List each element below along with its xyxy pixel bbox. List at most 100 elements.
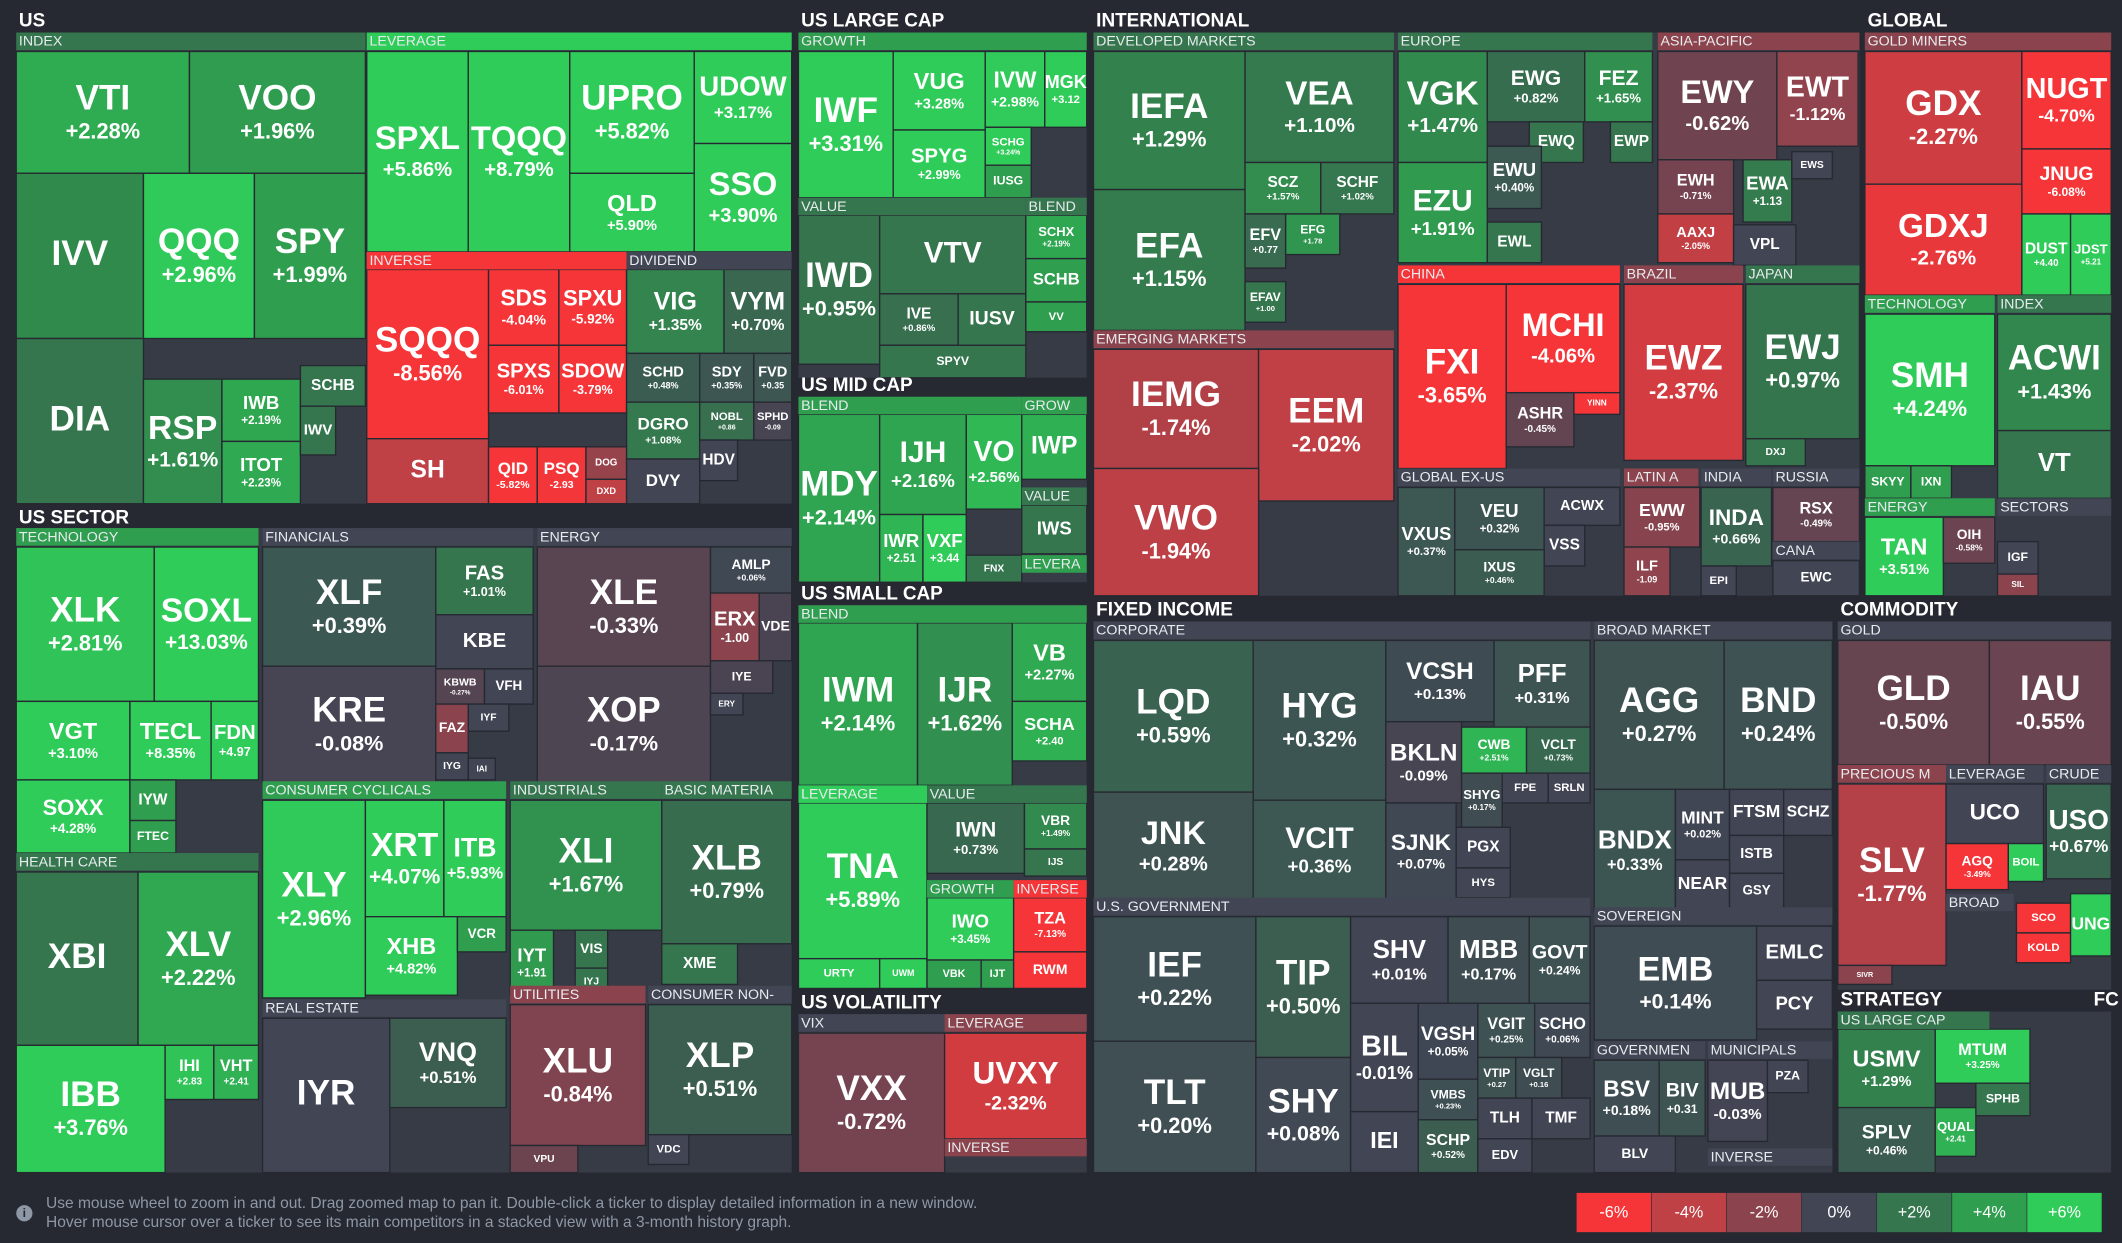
ticker-label: XLU xyxy=(543,1041,613,1080)
ticker-label: SPHB xyxy=(1986,1092,2020,1106)
ticker-label: EWA xyxy=(1746,172,1789,193)
ticker-tile xyxy=(435,546,534,616)
ticker-tile xyxy=(1988,639,2112,766)
ticker-tile xyxy=(1700,486,1773,567)
change-label: +0.01% xyxy=(1372,965,1427,983)
subsection-band xyxy=(1997,498,2112,516)
change-label: +3.17% xyxy=(714,103,772,122)
ticker-label: IXN xyxy=(1921,474,1942,488)
change-label: +4.40 xyxy=(2034,258,2059,269)
ticker-tile xyxy=(558,268,628,346)
ticker-label: EWQ xyxy=(1538,133,1575,150)
ticker-tile xyxy=(1864,313,1996,467)
change-label: +0.24% xyxy=(1539,964,1581,978)
ticker-tile xyxy=(1728,872,1785,910)
change-label: +1.10% xyxy=(1284,114,1355,137)
change-label: -0.50% xyxy=(1879,709,1948,734)
subsection-title: INDEX xyxy=(2000,296,2044,312)
subsection-band xyxy=(626,251,792,270)
ticker-tile xyxy=(878,344,1027,379)
ticker-tile xyxy=(509,1144,579,1174)
change-label: +2.99% xyxy=(918,168,961,182)
subsection-band xyxy=(16,32,366,51)
ticker-label: IYT xyxy=(517,944,547,965)
ticker-label: VWO xyxy=(1134,498,1218,537)
ticker-label: VGSH xyxy=(1421,1024,1475,1045)
ticker-label: FVD xyxy=(758,365,787,381)
ticker-label: KRE xyxy=(312,691,386,730)
ticker-tile xyxy=(467,703,510,732)
subsection-band xyxy=(1021,487,1087,506)
ticker-tile xyxy=(1525,726,1591,774)
change-label: +2.56% xyxy=(969,470,1020,486)
ticker-label: EPI xyxy=(1710,575,1728,587)
ticker-label: XLK xyxy=(50,590,121,629)
ticker-label: DGRO xyxy=(638,414,689,433)
change-label: +4.07% xyxy=(369,866,440,889)
ticker-label: VDC xyxy=(657,1144,681,1156)
ticker-tile xyxy=(1584,50,1654,123)
ticker-tile xyxy=(965,554,1023,583)
change-label: -0.08% xyxy=(315,730,384,755)
change-label: +0.17% xyxy=(1468,803,1496,812)
subsection-band xyxy=(944,1138,1087,1157)
ticker-label: XBI xyxy=(48,937,107,976)
ticker-tile xyxy=(1385,639,1495,723)
ticker-tile xyxy=(1910,465,1953,499)
change-label: +0.31% xyxy=(1515,689,1570,707)
change-label: +0.31 xyxy=(1667,1102,1698,1116)
ticker-label: INDA xyxy=(1709,505,1764,530)
ticker-label: VIS xyxy=(580,940,602,956)
legend-swatch xyxy=(1952,1192,2027,1233)
subsection-title: SOVEREIGN xyxy=(1597,908,1681,924)
ticker-label: SPLV xyxy=(1862,1122,1911,1144)
ticker-label: ITB xyxy=(454,832,497,862)
change-label: -0.62% xyxy=(1685,113,1749,135)
ticker-tile xyxy=(1837,964,1893,986)
ticker-label: TZA xyxy=(1034,910,1066,928)
ticker-tile xyxy=(1025,301,1088,333)
ticker-tile xyxy=(129,700,212,781)
change-label: +2.23% xyxy=(241,476,281,489)
ticker-label: RWM xyxy=(1033,961,1068,977)
ticker-label: SHV xyxy=(1373,934,1427,964)
ticker-tile xyxy=(1791,150,1834,180)
ticker-label: FAS xyxy=(465,562,504,584)
ticker-label: VIG xyxy=(654,287,697,315)
ticker-tile xyxy=(15,50,191,174)
change-label: +2.41 xyxy=(224,1076,250,1087)
change-label: +1.29% xyxy=(1862,1074,1912,1090)
ticker-label: AGG xyxy=(1619,681,1699,720)
change-label: +4.97 xyxy=(219,745,251,759)
ticker-tile xyxy=(709,692,744,716)
ticker-tile xyxy=(1349,916,1449,1005)
change-label: -0.45% xyxy=(1524,424,1556,435)
ticker-label: BKLN xyxy=(1390,739,1458,766)
ticker-label: NEAR xyxy=(1678,873,1728,893)
change-label: +2.14% xyxy=(821,710,895,735)
ticker-tile xyxy=(1942,516,1996,564)
ticker-label: EZU xyxy=(1413,184,1473,217)
ticker-tile xyxy=(142,172,256,340)
subsection-title: PRECIOUS M xyxy=(1841,766,1931,782)
subsection-title: BLEND xyxy=(801,398,848,414)
ticker-tile xyxy=(1723,639,1834,791)
ticker-tile xyxy=(1501,772,1549,804)
change-label: +0.59% xyxy=(1136,722,1210,747)
change-label: +2.40 xyxy=(1035,735,1063,747)
subsection-band xyxy=(648,985,792,1004)
subsection-title: DIVIDEND xyxy=(629,253,697,269)
ticker-tile xyxy=(137,871,260,1046)
ticker-label: EWS xyxy=(1800,160,1824,171)
subsection-title: EUROPE xyxy=(1401,34,1461,50)
subsection-title: BLEND xyxy=(1029,199,1076,215)
ticker-tile xyxy=(1864,183,2023,296)
ticker-label: VTV xyxy=(924,236,982,269)
ticker-label: BIL xyxy=(1361,1030,1408,1062)
ticker-tile xyxy=(1864,465,1912,499)
ticker-tile xyxy=(1674,788,1731,861)
ticker-label: YINN xyxy=(1587,399,1607,408)
ticker-label: MINT xyxy=(1681,807,1724,827)
ticker-tile xyxy=(1657,213,1735,264)
subsection-title: INDUSTRIALS xyxy=(513,783,607,799)
